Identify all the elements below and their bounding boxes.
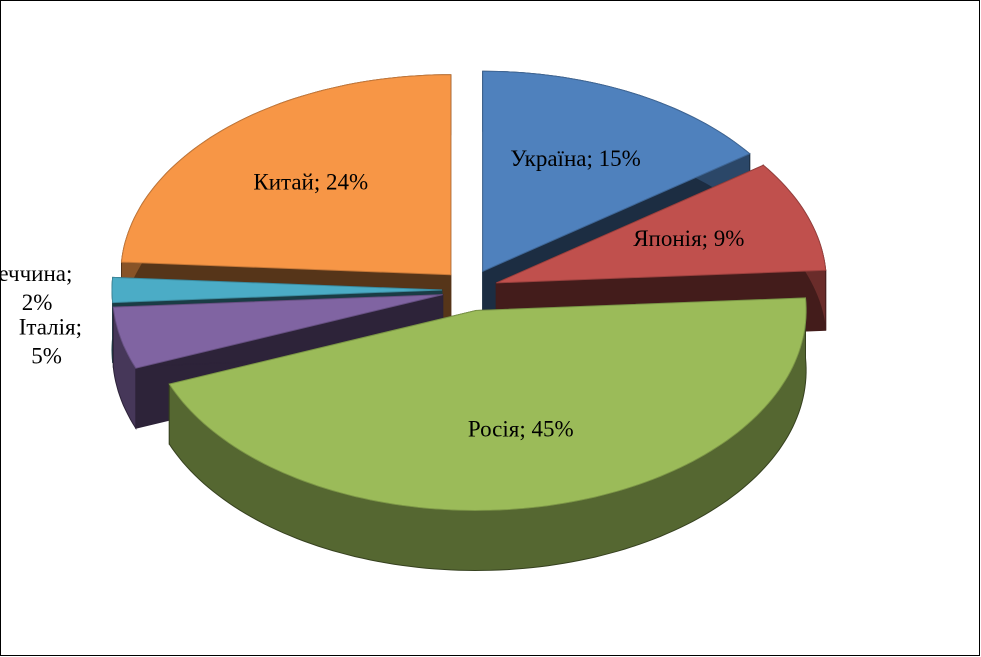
label-value: 24% (326, 170, 368, 195)
label-category: Німеччина; (0, 261, 72, 286)
slice-top (482, 70, 751, 273)
label-category: Україна; (510, 146, 592, 171)
label-value: 9% (714, 226, 745, 251)
slice-top (496, 164, 827, 284)
label-value: 5% (31, 344, 62, 369)
label-category: Японія; (633, 226, 708, 251)
slice-top (112, 294, 443, 369)
slice-top (120, 74, 452, 276)
label-category: Китай; (253, 170, 320, 195)
data-label: Росія; 45% (468, 417, 574, 442)
data-label: Німеччина; 2% (0, 261, 72, 315)
slice (168, 297, 807, 572)
data-label: Італія; 5% (19, 315, 82, 369)
label-value: 15% (599, 146, 641, 171)
label-value: 2% (22, 290, 53, 315)
data-label: Китай; 24% (253, 170, 368, 195)
data-label: Японія; 9% (633, 226, 744, 251)
label-category: Росія; (468, 417, 526, 442)
slice-top (168, 297, 807, 512)
slice-top (111, 276, 443, 304)
label-value: 45% (531, 417, 573, 442)
label-category: Італія; (19, 315, 82, 340)
data-label: Україна; 15% (510, 146, 640, 171)
